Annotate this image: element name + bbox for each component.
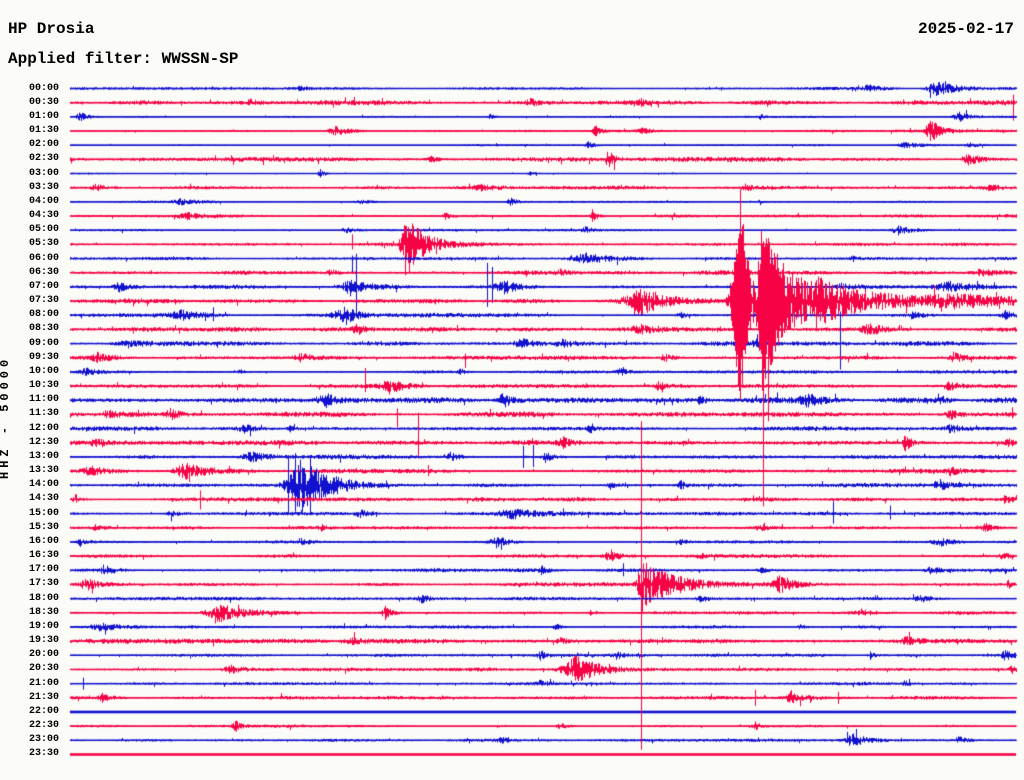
time-label: 10:30 xyxy=(28,380,59,392)
time-label: 11:30 xyxy=(28,408,59,420)
time-label: 12:00 xyxy=(28,422,59,434)
time-label: 14:00 xyxy=(28,479,59,491)
time-label: 20:00 xyxy=(28,649,59,661)
time-label: 03:30 xyxy=(28,181,59,193)
time-label: 23:00 xyxy=(28,734,59,746)
time-label: 03:00 xyxy=(28,167,59,179)
time-label: 16:00 xyxy=(28,535,59,547)
time-label: 08:30 xyxy=(28,323,59,335)
time-label: 09:30 xyxy=(28,351,59,363)
time-label: 23:30 xyxy=(28,748,59,760)
time-label: 21:00 xyxy=(28,677,59,689)
time-label: 07:30 xyxy=(28,295,59,307)
time-label: 00:30 xyxy=(28,96,59,108)
time-label: 10:00 xyxy=(28,365,59,377)
time-label: 20:30 xyxy=(28,663,59,675)
time-label: 18:30 xyxy=(28,606,59,618)
time-label: 02:30 xyxy=(28,153,59,165)
time-label: 04:00 xyxy=(28,195,59,207)
time-label: 05:00 xyxy=(28,224,59,236)
time-label: 16:30 xyxy=(28,550,59,562)
time-label: 15:00 xyxy=(28,507,59,519)
time-label: 06:00 xyxy=(28,252,59,264)
time-label: 00:00 xyxy=(28,82,59,94)
time-label: 14:30 xyxy=(28,493,59,505)
applied-filter-label: Applied filter: WWSSN-SP xyxy=(8,50,239,68)
time-label: 21:30 xyxy=(28,691,59,703)
time-label: 13:00 xyxy=(28,450,59,462)
record-date: 2025-02-17 xyxy=(917,20,1014,38)
time-label: 04:30 xyxy=(28,210,59,222)
time-label: 22:00 xyxy=(28,705,59,717)
time-label: 11:00 xyxy=(28,394,59,406)
time-label: 01:30 xyxy=(28,125,59,136)
time-label: 13:30 xyxy=(28,465,59,477)
time-label: 22:30 xyxy=(28,720,59,732)
time-label: 18:00 xyxy=(28,592,59,604)
time-label: 08:00 xyxy=(28,309,59,321)
time-label: 09:00 xyxy=(28,337,59,349)
time-label: 19:30 xyxy=(28,635,59,647)
station-title: HP Drosia xyxy=(8,20,95,38)
time-label: 02:00 xyxy=(28,139,59,151)
time-label: 15:30 xyxy=(28,521,59,533)
time-label: 17:00 xyxy=(28,564,59,576)
time-label: 12:30 xyxy=(28,436,59,448)
time-label: 01:00 xyxy=(28,110,59,122)
time-label: 06:30 xyxy=(28,266,59,278)
time-label: 07:00 xyxy=(28,280,59,292)
time-label: 17:30 xyxy=(28,578,59,590)
time-label: 19:00 xyxy=(28,620,59,632)
time-label: 05:30 xyxy=(28,238,59,250)
